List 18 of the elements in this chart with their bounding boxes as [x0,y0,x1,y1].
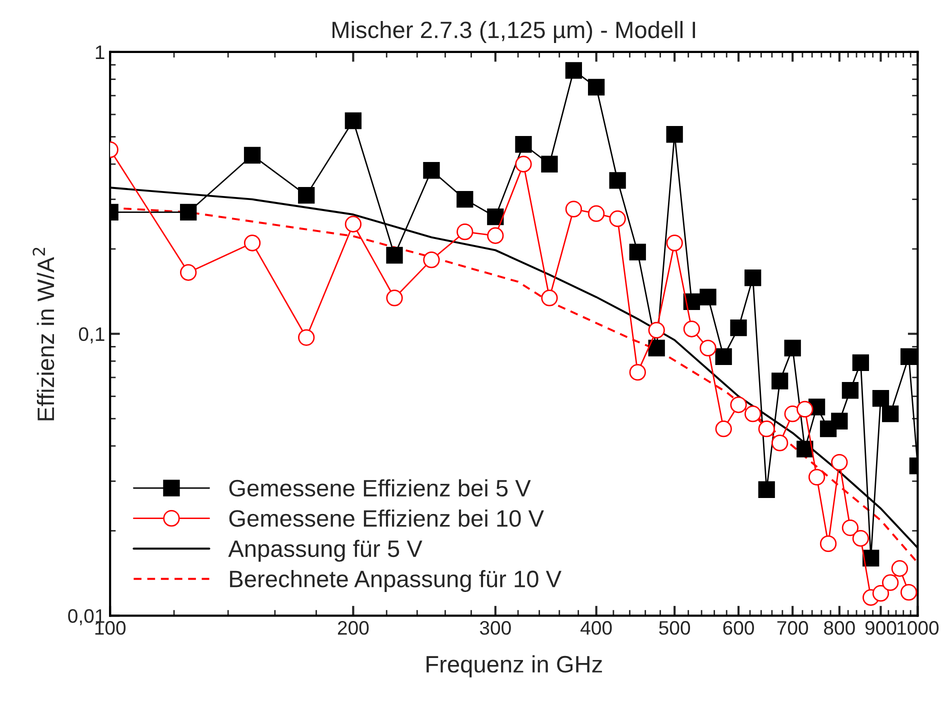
y-tick-label: 1 [96,46,104,59]
x-tick-label: 1000 [898,621,939,635]
x-axis-title: Frequenz in GHz [426,655,602,678]
legend-label: Gemessene Effizienz bei 10 V [229,509,544,527]
y-tick-label: 0,1 [78,327,104,344]
x-tick-label: 700 [777,621,808,635]
x-tick-label: 800 [824,621,855,635]
y-axis-title: Effizienz in W/A$^{2}$ [32,248,54,420]
x-tick-label: 500 [659,621,690,635]
chart-title: Mischer 2.7.3 (1,125 µm) - Modell I [332,20,696,43]
legend-label: Anpassung für 5 V [228,540,422,562]
legend-label: Gemessene Effizienz bei 5 V [229,479,531,497]
x-tick-label: 200 [338,621,369,635]
x-tick-label: 400 [580,621,612,635]
x-tick-label: 600 [723,621,754,635]
legend-label: Berechnete Anpassung für 10 V [230,570,562,592]
x-tick-label: 300 [480,621,511,635]
x-tick-label: 900 [865,621,896,635]
